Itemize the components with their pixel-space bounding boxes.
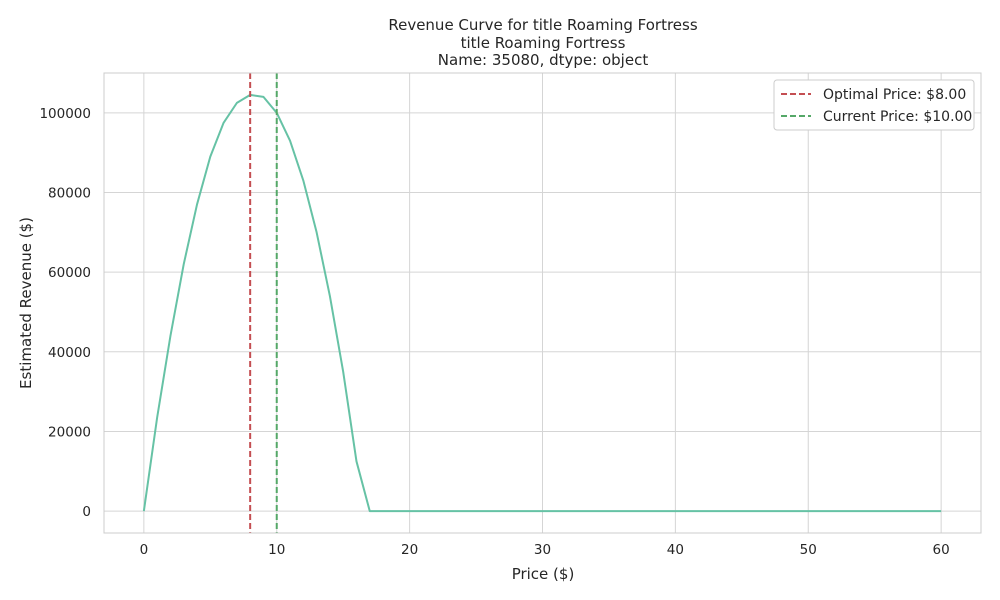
x-axis-ticks: 0 10 20 30 40 50 60 <box>140 542 950 558</box>
legend-label-optimal: Optimal Price: $8.00 <box>823 87 966 103</box>
y-tick-label: 20000 <box>48 424 91 440</box>
x-tick-label: 40 <box>667 542 684 558</box>
y-tick-label: 60000 <box>48 265 91 281</box>
y-axis-label: Estimated Revenue ($) <box>17 217 35 389</box>
y-tick-label: 0 <box>82 504 91 520</box>
x-tick-label: 20 <box>401 542 418 558</box>
x-tick-label: 60 <box>933 542 950 558</box>
x-tick-label: 30 <box>534 542 551 558</box>
title-line-2: title Roaming Fortress <box>461 34 626 52</box>
legend-box <box>773 79 975 131</box>
title-line-3: Name: 35080, dtype: object <box>438 51 649 69</box>
legend: Optimal Price: $8.00 Current Price: $10.… <box>773 79 975 131</box>
x-axis-label: Price ($) <box>512 565 575 583</box>
x-tick-label: 0 <box>140 542 149 558</box>
x-tick-label: 10 <box>268 542 285 558</box>
y-tick-label: 40000 <box>48 345 91 361</box>
y-axis-ticks: 0 20000 40000 60000 80000 100000 <box>39 106 91 520</box>
y-tick-label: 80000 <box>48 185 91 201</box>
chart-title: Revenue Curve for title Roaming Fortress… <box>388 16 697 69</box>
grid <box>104 73 981 533</box>
title-line-1: Revenue Curve for title Roaming Fortress <box>388 16 697 34</box>
legend-label-current: Current Price: $10.00 <box>823 109 972 125</box>
reference-lines <box>249 73 278 533</box>
plot-frame <box>103 72 982 534</box>
y-tick-label: 100000 <box>39 106 91 122</box>
x-tick-label: 50 <box>800 542 817 558</box>
